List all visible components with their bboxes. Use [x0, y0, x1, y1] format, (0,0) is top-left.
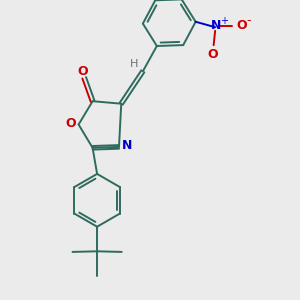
Text: O: O — [208, 48, 218, 61]
Text: O: O — [66, 117, 76, 130]
Text: H: H — [130, 59, 139, 69]
Text: -: - — [247, 14, 251, 27]
Text: O: O — [77, 65, 88, 78]
Text: N: N — [122, 139, 133, 152]
Text: +: + — [220, 16, 228, 26]
Text: O: O — [236, 20, 247, 32]
Text: N: N — [211, 20, 221, 32]
